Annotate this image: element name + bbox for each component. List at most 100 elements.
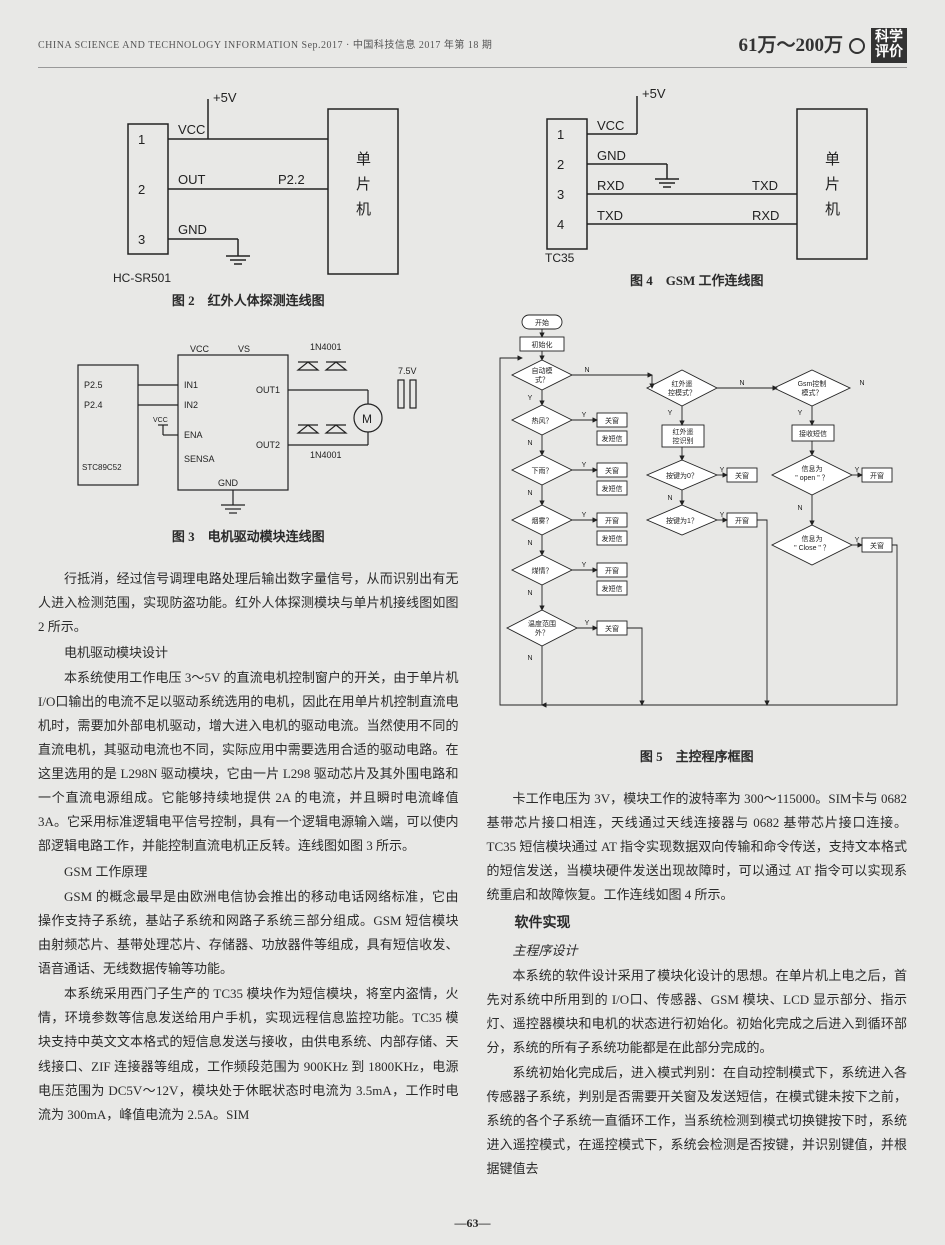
svg-text:" Close " ？: " Close " ？ xyxy=(794,544,830,552)
right-p2: 本系统的软件设计采用了模块化设计的思想。在单片机上电之后，首先对系统中所用到的 … xyxy=(487,964,908,1060)
svg-text:接收短信: 接收短信 xyxy=(799,429,827,438)
svg-text:+5V: +5V xyxy=(213,90,237,105)
svg-text:VS: VS xyxy=(238,344,250,354)
figure-5: 开始 初始化 自动模式？ 热风？ 下雨？ 烟雾？ 煤情？ 温度范围外？ 关窗 发… xyxy=(487,310,908,768)
svg-text:片: 片 xyxy=(825,176,840,193)
left-p3: GSM 的概念最早是由欧洲电信协会推出的移动电话网络标准，它由操作支持子系统，基… xyxy=(38,885,459,981)
svg-text:Y: Y xyxy=(581,462,586,469)
svg-text:OUT: OUT xyxy=(178,172,206,187)
evaluation-badge: 科学 评价 xyxy=(871,28,907,63)
svg-text:P2.4: P2.4 xyxy=(84,400,103,410)
right-body-text: 卡工作电压为 3V，模块工作的波特率为 300～115000。SIM卡与 068… xyxy=(487,787,908,1182)
svg-text:开窗: 开窗 xyxy=(605,566,619,575)
svg-text:N: N xyxy=(667,495,672,502)
left-column: +5V 1 2 3 VCC OUT P2.2 GND 单 xyxy=(38,84,459,1182)
svg-text:片: 片 xyxy=(356,176,371,193)
svg-text:HC-SR501: HC-SR501 xyxy=(113,271,171,284)
left-p4: 本系统采用西门子生产的 TC35 模块作为短信模块，将室内盗情，火情，环境参数等… xyxy=(38,982,459,1126)
left-h1: 电机驱动模块设计 xyxy=(38,641,459,665)
svg-text:Y: Y xyxy=(581,412,586,419)
svg-text:下雨？: 下雨？ xyxy=(531,467,552,475)
figure-3: M VCC xyxy=(38,330,459,548)
right-h2: 主程序设计 xyxy=(487,939,908,963)
svg-text:VCC: VCC xyxy=(597,118,624,133)
fig4-caption: 图 4 GSM 工作连线图 xyxy=(487,270,908,292)
svg-text:单: 单 xyxy=(825,151,840,168)
svg-text:" open " ？: " open " ？ xyxy=(795,474,828,482)
svg-text:OUT1: OUT1 xyxy=(256,385,280,395)
svg-text:2: 2 xyxy=(557,157,564,172)
svg-text:红外遥: 红外遥 xyxy=(672,427,693,436)
svg-text:红外遥: 红外遥 xyxy=(671,379,692,388)
left-p2: 本系统使用工作电压 3～5V 的直流电机控制窗户的开关，由于单片机I/O口输出的… xyxy=(38,666,459,858)
svg-text:Y: Y xyxy=(527,395,532,402)
svg-text:发短信: 发短信 xyxy=(601,584,622,593)
svg-text:N: N xyxy=(527,655,532,662)
svg-text:VCC: VCC xyxy=(153,417,168,424)
svg-text:温度范围: 温度范围 xyxy=(528,619,556,628)
svg-text:模式？: 模式？ xyxy=(801,388,822,397)
figure-2: +5V 1 2 3 VCC OUT P2.2 GND 单 xyxy=(38,84,459,312)
two-column-content: +5V 1 2 3 VCC OUT P2.2 GND 单 xyxy=(38,84,907,1182)
fig2-diagram: +5V 1 2 3 VCC OUT P2.2 GND 单 xyxy=(78,84,418,284)
svg-text:N: N xyxy=(527,490,532,497)
svg-text:IN1: IN1 xyxy=(184,380,198,390)
badge-line1: 科学 xyxy=(875,31,903,46)
svg-text:Y: Y xyxy=(854,467,859,474)
svg-text:机: 机 xyxy=(825,201,840,218)
svg-text:Y: Y xyxy=(719,512,724,519)
svg-text:信息为: 信息为 xyxy=(801,464,822,473)
figure-4: +5V 1 2 3 4 VCC GND RXD TXD TXD RXD TC35… xyxy=(487,84,908,292)
svg-text:STC89C52: STC89C52 xyxy=(82,463,122,472)
svg-text:1N4001: 1N4001 xyxy=(310,450,342,460)
svg-text:1: 1 xyxy=(138,132,145,147)
fig4-diagram: +5V 1 2 3 4 VCC GND RXD TXD TXD RXD TC35… xyxy=(507,84,887,264)
svg-text:Y: Y xyxy=(854,537,859,544)
header-journal-info: CHINA SCIENCE AND TECHNOLOGY INFORMATION… xyxy=(38,37,492,54)
svg-text:关窗: 关窗 xyxy=(605,466,619,475)
svg-text:Y: Y xyxy=(797,410,802,417)
svg-text:3: 3 xyxy=(557,187,564,202)
svg-text:GND: GND xyxy=(218,478,239,488)
svg-text:控识别: 控识别 xyxy=(672,436,693,445)
svg-text:N: N xyxy=(527,590,532,597)
svg-text:OUT2: OUT2 xyxy=(256,440,280,450)
header-range: 61万～200万 xyxy=(738,30,843,62)
svg-text:Gsm控制: Gsm控制 xyxy=(797,379,826,388)
svg-text:TXD: TXD xyxy=(597,208,623,223)
svg-text:ENA: ENA xyxy=(184,430,203,440)
svg-text:4: 4 xyxy=(557,217,564,232)
header-right-group: 61万～200万 科学 评价 xyxy=(738,28,907,63)
svg-text:IN2: IN2 xyxy=(184,400,198,410)
left-p1: 行抵消，经过信号调理电路处理后输出数字量信号，从而识别出有无人进入检测范围，实现… xyxy=(38,567,459,639)
svg-text:信息为: 信息为 xyxy=(801,534,822,543)
fig5-flowchart: 开始 初始化 自动模式？ 热风？ 下雨？ 烟雾？ 煤情？ 温度范围外？ 关窗 发… xyxy=(492,310,902,740)
badge-line2: 评价 xyxy=(875,46,903,61)
svg-text:初始化: 初始化 xyxy=(531,340,552,349)
svg-text:关窗: 关窗 xyxy=(605,416,619,425)
svg-text:P2.2: P2.2 xyxy=(278,172,305,187)
svg-text:1: 1 xyxy=(557,127,564,142)
svg-text:关窗: 关窗 xyxy=(870,541,884,550)
fig2-caption: 图 2 红外人体探测连线图 xyxy=(38,290,459,312)
fig3-diagram: M VCC xyxy=(58,330,438,520)
svg-text:RXD: RXD xyxy=(597,178,624,193)
svg-text:开窗: 开窗 xyxy=(870,471,884,480)
circle-icon xyxy=(849,38,865,54)
svg-text:热风？: 热风？ xyxy=(531,416,552,425)
svg-text:P2.5: P2.5 xyxy=(84,380,103,390)
svg-text:GND: GND xyxy=(597,148,626,163)
fig5-caption: 图 5 主控程序框图 xyxy=(487,746,908,768)
svg-text:TC35: TC35 xyxy=(545,251,575,264)
svg-text:煤情？: 煤情？ xyxy=(531,566,552,575)
svg-text:Y: Y xyxy=(581,562,586,569)
svg-text:按键为1？: 按键为1？ xyxy=(666,516,698,525)
svg-text:N: N xyxy=(739,380,744,387)
svg-text:SENSA: SENSA xyxy=(184,454,215,464)
svg-text:发短信: 发短信 xyxy=(601,534,622,543)
left-h2: GSM 工作原理 xyxy=(38,860,459,884)
left-body-text: 行抵消，经过信号调理电路处理后输出数字量信号，从而识别出有无人进入检测范围，实现… xyxy=(38,567,459,1127)
svg-text:Y: Y xyxy=(581,512,586,519)
svg-text:自动模: 自动模 xyxy=(531,366,552,375)
svg-text:VCC: VCC xyxy=(190,344,210,354)
